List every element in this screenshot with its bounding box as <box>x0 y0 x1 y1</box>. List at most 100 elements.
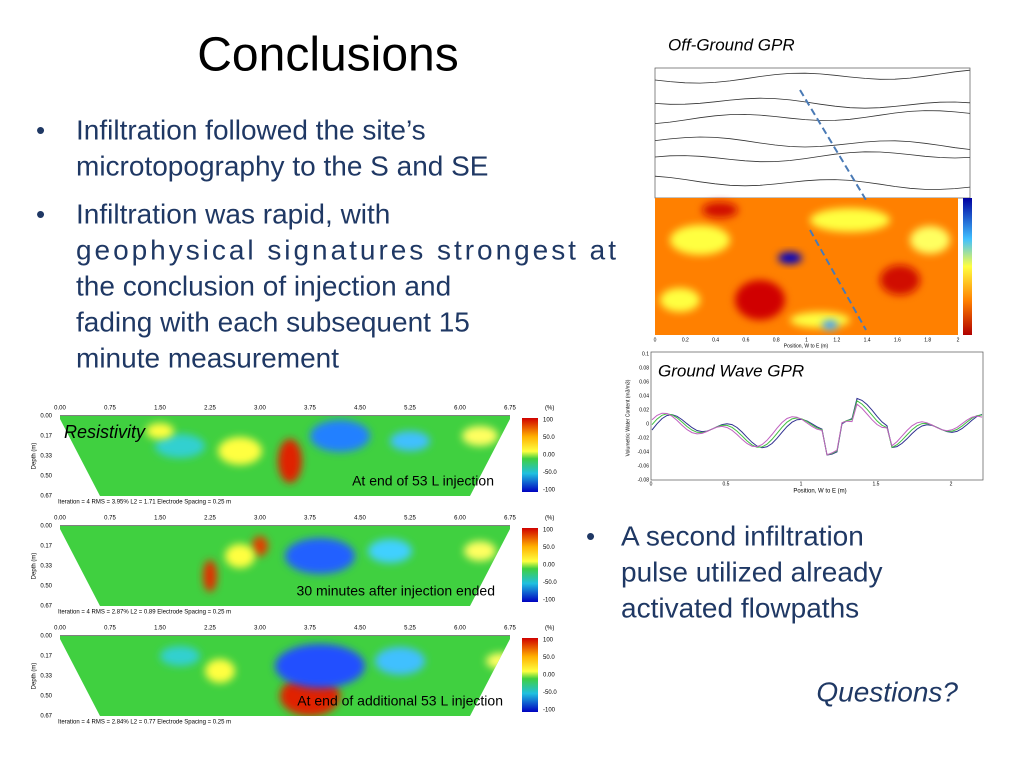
depth-tick-label: 0.33 <box>40 454 52 460</box>
resistivity-label: Resistivity <box>64 422 146 442</box>
x-tick-label: 0.75 <box>104 626 116 632</box>
x-tick-label: 0 <box>654 337 657 343</box>
inversion-bg <box>60 526 510 606</box>
depth-tick-label: 0.00 <box>40 524 52 530</box>
heat-blob <box>735 280 785 320</box>
y-tick-label: 0 <box>646 421 649 427</box>
panel-caption: 30 minutes after injection ended <box>297 583 495 599</box>
x-tick-label: 0.00 <box>54 406 66 412</box>
heat-blob <box>910 226 950 254</box>
x-axis-label: Position, W to E (m) <box>793 489 846 495</box>
title: Conclusions <box>197 29 458 82</box>
x-tick-label: 3.00 <box>254 516 266 522</box>
y-tick-label: -0.08 <box>638 477 650 483</box>
heat-blob <box>778 252 802 264</box>
x-tick-label: 5.25 <box>404 516 416 522</box>
colorbar-tick: 50.0 <box>543 545 555 551</box>
heatmap <box>660 202 950 330</box>
depth-tick-label: 0.17 <box>40 654 52 660</box>
y-tick-label: -0.02 <box>638 435 650 441</box>
colorbar-tick: -50.0 <box>543 690 557 696</box>
x-tick-label: 1.6 <box>894 337 901 343</box>
line-frame <box>650 351 984 481</box>
ground-wave-label: Ground Wave GPR <box>658 361 804 380</box>
blob <box>390 431 430 451</box>
x-tick-label: 1.50 <box>154 516 166 522</box>
bullet-line: geophysical signatures strongest at <box>76 234 616 265</box>
x-tick-label: 6.00 <box>454 516 466 522</box>
depth-tick-label: 0.50 <box>40 474 52 480</box>
x-tick-label: 0.75 <box>104 406 116 412</box>
colorbar-tick: 50.0 <box>543 435 555 441</box>
heat-blob <box>660 288 700 312</box>
x-tick-label: 3.00 <box>254 406 266 412</box>
colorbar-tick: -50.0 <box>543 580 557 586</box>
depth-tick-label: 0.33 <box>40 674 52 680</box>
x-tick-label: 4.50 <box>354 516 366 522</box>
x-tick-label: 1.8 <box>924 337 931 343</box>
bullet-line: activated flowpaths <box>621 592 859 623</box>
bullet-line: Infiltration followed the site’s <box>76 114 426 145</box>
x-tick-label: 6.00 <box>454 626 466 632</box>
panel-info: Iteration = 4 RMS = 2.87% L2 = 0.89 Elec… <box>58 610 231 616</box>
x-tick-label: 1.50 <box>154 626 166 632</box>
bullet-line: the conclusion of injection and <box>76 270 451 301</box>
depth-label: Depth (m) <box>32 663 38 690</box>
x-tick-label: 0.00 <box>54 626 66 632</box>
colorbar-tick: 50.0 <box>543 655 555 661</box>
colorbar-tick: 100 <box>543 638 554 644</box>
x-tick-label: 2 <box>950 481 953 487</box>
colorbar-tick: 100 <box>543 528 554 534</box>
x-tick-label: 3.75 <box>304 516 316 522</box>
bullet-dot: • <box>586 521 595 551</box>
x-tick-label: 0.5 <box>723 481 730 487</box>
heat-blob <box>790 312 850 328</box>
depth-tick-label: 0.00 <box>40 414 52 420</box>
x-axis-label: Position, W to E (m) <box>784 343 829 349</box>
colorbar <box>522 638 538 712</box>
contour-line <box>654 136 971 150</box>
contour-frame <box>654 67 971 199</box>
y-tick-label: 0.06 <box>639 379 649 385</box>
x-tick-label: 0.2 <box>682 337 689 343</box>
unit: (%) <box>545 516 554 522</box>
blob <box>205 659 235 683</box>
contour-line <box>654 175 971 190</box>
off-ground-label: Off-Ground GPR <box>668 35 795 54</box>
depth-tick-label: 0.17 <box>40 434 52 440</box>
blob <box>275 644 365 688</box>
heat-blob <box>702 202 738 218</box>
depth-tick-label: 0.67 <box>40 494 52 500</box>
panel-caption: At end of additional 53 L injection <box>297 693 503 709</box>
contour-line <box>654 151 971 163</box>
bullet-line: Infiltration was rapid, with <box>76 198 390 229</box>
blob <box>310 420 370 452</box>
depth-label: Depth (m) <box>32 553 38 580</box>
panel-caption: At end of 53 L injection <box>352 473 494 489</box>
x-tick-label: 1.4 <box>864 337 871 343</box>
y-axis-label: Volumetric Water Content (m3/m3) <box>625 379 631 456</box>
inversion-image <box>60 636 510 716</box>
series-line <box>651 403 983 456</box>
colorbar-tick: -100 <box>543 488 556 494</box>
depth-tick-label: 0.50 <box>40 694 52 700</box>
x-tick-label: 1.50 <box>154 406 166 412</box>
inversion-image <box>60 526 510 606</box>
x-tick-label: 1.2 <box>833 337 840 343</box>
x-tick-label: 3.75 <box>304 406 316 412</box>
depth-tick-label: 0.17 <box>40 544 52 550</box>
x-tick-label: 2.25 <box>204 626 216 632</box>
inversion-image <box>60 416 510 496</box>
blob <box>368 539 412 563</box>
depth-tick-label: 0.50 <box>40 584 52 590</box>
y-tick-label: 0.08 <box>639 365 649 371</box>
bullet-line: fading with each subsequent 15 <box>76 306 470 337</box>
bullet-line: microtopography to the S and SE <box>76 150 488 181</box>
blob <box>375 647 425 675</box>
x-tick-label: 3.75 <box>304 626 316 632</box>
bullet-dot: • <box>36 115 45 145</box>
y-tick-label: 0.04 <box>639 393 649 399</box>
blob <box>278 439 302 483</box>
heat-blob <box>670 225 730 255</box>
